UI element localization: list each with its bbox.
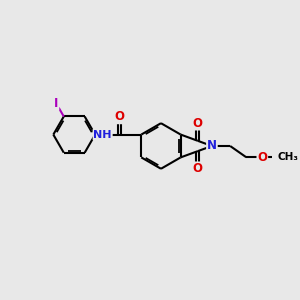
Text: O: O xyxy=(193,162,203,175)
Text: NH: NH xyxy=(93,130,112,140)
Text: N: N xyxy=(207,140,217,152)
Text: O: O xyxy=(114,110,124,123)
Text: CH₃: CH₃ xyxy=(278,152,299,162)
Text: O: O xyxy=(257,151,267,164)
Text: I: I xyxy=(54,97,58,110)
Text: O: O xyxy=(193,117,203,130)
